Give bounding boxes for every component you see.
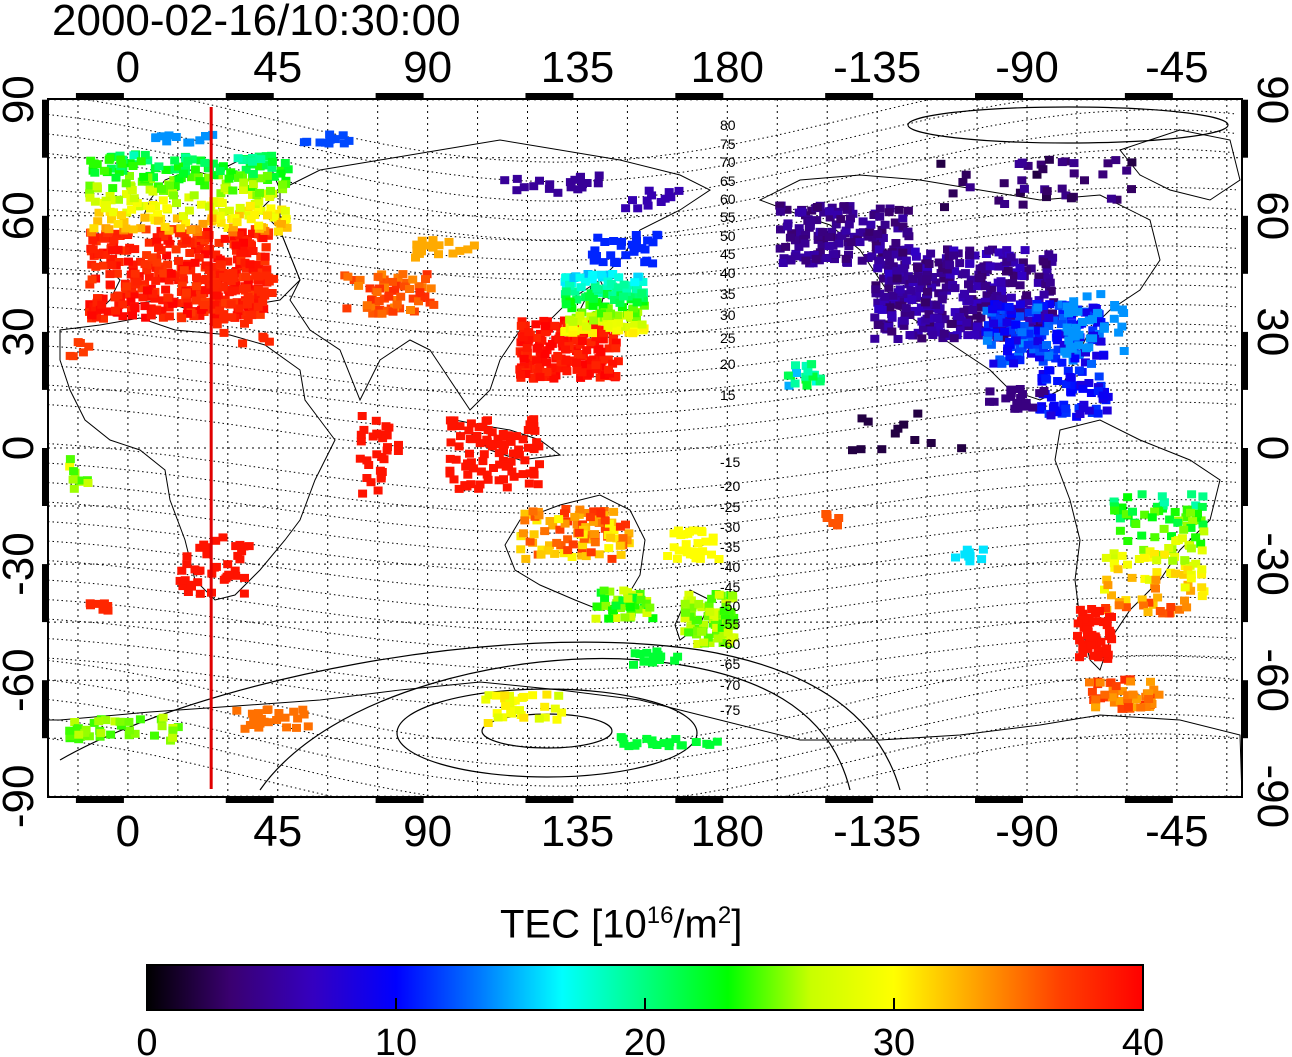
- contour-label: 45: [720, 246, 736, 262]
- contour-label: -15: [720, 454, 740, 470]
- contour-label: 30: [720, 307, 736, 323]
- left-lat-tick: 90: [0, 75, 43, 124]
- contour-label: -20: [720, 478, 740, 494]
- contour-label: -25: [720, 499, 740, 515]
- bottom-lon-tick: 0: [116, 807, 140, 856]
- right-lat-tick: 60: [1248, 191, 1292, 240]
- colorbar-tick: 30: [873, 1022, 915, 1057]
- right-lat-tick: -60: [1248, 648, 1292, 712]
- left-lat-tick: 30: [0, 307, 43, 356]
- bottom-lon-tick: 90: [403, 807, 452, 856]
- left-lat-tick: 60: [0, 191, 43, 240]
- contour-labels: 80 75 70 65 60 55 50 45 40 35 30 25 20 15 -15 -20 -25 -30…: [720, 117, 740, 718]
- contour-label: -50: [720, 598, 740, 614]
- contour-label: -55: [720, 616, 740, 632]
- right-lat-tick: 90: [1248, 75, 1292, 124]
- right-lat-tick: -90: [1248, 765, 1292, 829]
- colorbar-tick: 40: [1122, 1022, 1164, 1057]
- bottom-lon-tick: 180: [691, 807, 764, 856]
- contour-label: 60: [720, 191, 736, 207]
- top-lon-tick: 180: [691, 43, 764, 92]
- bottom-lon-tick: -135: [833, 807, 921, 856]
- map-title: 2000-02-16/10:30:00: [52, 0, 461, 45]
- contour-label: 40: [720, 265, 736, 281]
- top-lon-tick: -135: [833, 43, 921, 92]
- left-lat-tick: 0: [0, 436, 43, 460]
- contour-label: -60: [720, 636, 740, 652]
- colorbar-tick: 0: [136, 1022, 157, 1057]
- contour-label: -70: [720, 677, 740, 693]
- graticule-grid: [48, 99, 1242, 797]
- top-lon-tick: 45: [253, 43, 302, 92]
- contour-label: 50: [720, 228, 736, 244]
- right-lat-tick: -30: [1248, 532, 1292, 596]
- contour-label: -75: [720, 702, 740, 718]
- contour-label: -65: [720, 656, 740, 672]
- colorbar-tick: 10: [375, 1022, 417, 1057]
- contour-label: 35: [720, 286, 736, 302]
- contour-label: 25: [720, 330, 736, 346]
- contour-label: -45: [720, 579, 740, 595]
- left-lat-tick: -90: [0, 765, 43, 829]
- top-lon-tick: 0: [116, 43, 140, 92]
- top-lon-tick: -45: [1145, 43, 1209, 92]
- contour-label: -30: [720, 519, 740, 535]
- tec-cells: [65, 130, 1209, 751]
- contour-label: -40: [720, 559, 740, 575]
- colorbar-title: TEC [1016/m2]: [500, 902, 743, 947]
- colorbar: 0 10 20 30 40: [136, 964, 1164, 1057]
- contour-label: 20: [720, 356, 736, 372]
- top-lon-tick: 90: [403, 43, 452, 92]
- contour-label: 55: [720, 209, 736, 225]
- contour-label: 80: [720, 117, 736, 133]
- bottom-lon-tick: 45: [253, 807, 302, 856]
- contour-label: -35: [720, 539, 740, 555]
- left-lat-tick: -30: [0, 532, 43, 596]
- axis-ticks: 0 45 90 135 180 -135 -90 -450 45 90 135 180 -135 -90-…: [0, 43, 1292, 856]
- contour-label: 75: [720, 136, 736, 152]
- contour-label: 15: [720, 387, 736, 403]
- top-lon-tick: -90: [995, 43, 1059, 92]
- bottom-lon-tick: 135: [541, 807, 614, 856]
- bottom-lon-tick: -45: [1145, 807, 1209, 856]
- bottom-lon-tick: -90: [995, 807, 1059, 856]
- right-lat-tick: 0: [1248, 436, 1292, 460]
- right-lat-tick: 30: [1248, 307, 1292, 356]
- contour-label: 65: [720, 173, 736, 189]
- left-lat-tick: -60: [0, 648, 43, 712]
- top-lon-tick: 135: [541, 43, 614, 92]
- contour-label: 70: [720, 154, 736, 170]
- colorbar-tick: 20: [624, 1022, 666, 1057]
